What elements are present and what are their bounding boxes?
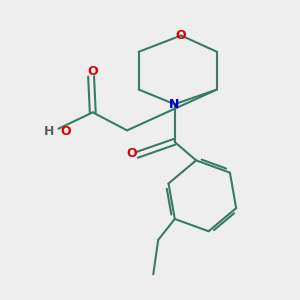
Text: O: O	[127, 147, 137, 160]
Text: O: O	[87, 65, 98, 78]
Text: H: H	[44, 125, 54, 138]
Text: O: O	[60, 125, 71, 138]
Text: N: N	[169, 98, 180, 111]
Text: O: O	[176, 29, 186, 42]
